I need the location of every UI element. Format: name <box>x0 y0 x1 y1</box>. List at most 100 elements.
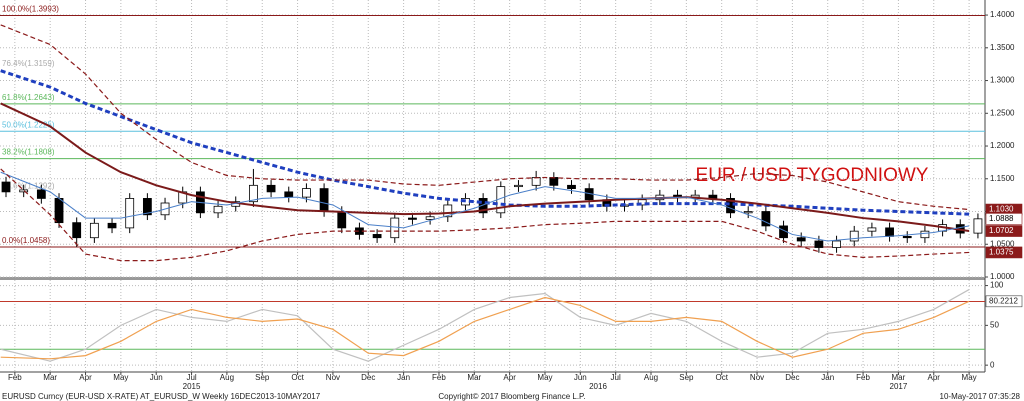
x-tick-label: Sep <box>255 373 270 382</box>
y-tick-label: 1.0500 <box>990 239 1015 248</box>
x-tick-label: Feb <box>432 373 446 382</box>
footer-right: 10-May-2017 07:35:28 <box>940 392 1021 401</box>
x-tick-label: Apr <box>503 373 516 382</box>
level-label: 0.0%(1.0458) <box>2 236 50 245</box>
candle-body <box>213 205 223 214</box>
x-tick-label: Aug <box>220 373 234 382</box>
x-tick-label: Mar <box>467 373 481 382</box>
candle-body <box>1 181 11 193</box>
candle-body <box>390 217 400 239</box>
x-tick-label: Mar <box>892 373 906 382</box>
level-label: 23.6%(1.1292) <box>2 182 55 191</box>
x-tick-label: Mar <box>43 373 57 382</box>
x-tick-label: Feb <box>856 373 870 382</box>
series-line <box>0 69 970 216</box>
candle-body <box>743 211 753 214</box>
price-label: 80.2212 <box>989 296 1018 305</box>
y-tick-label: 1.0000 <box>990 272 1015 281</box>
y-tick-label: 0 <box>990 360 995 369</box>
candle-body <box>531 177 541 186</box>
candle-body <box>514 184 523 188</box>
footer-center: Copyright© 2017 Bloomberg Finance L.P. <box>438 392 585 401</box>
y-tick-label: 100 <box>990 281 1004 290</box>
x-tick-label: Jun <box>150 373 163 382</box>
candle-body <box>72 222 82 239</box>
candle-body <box>973 218 983 234</box>
x-tick-label: Nov <box>326 373 340 382</box>
x-tick-label: Sep <box>679 373 694 382</box>
candle-body <box>549 177 559 186</box>
x-tick-label: Aug <box>644 373 658 382</box>
candle-body <box>266 184 276 193</box>
footer-left: EURUSD Curncy (EUR-USD X-RATE) AT_EURUSD… <box>2 392 321 401</box>
y-tick-label: 1.4000 <box>990 10 1015 19</box>
x-tick-label: May <box>962 373 977 382</box>
candle-body <box>832 240 841 248</box>
price-label: 1.0375 <box>989 248 1014 257</box>
level-label: 61.8%(1.2643) <box>2 93 55 102</box>
year-label: 2016 <box>589 382 607 391</box>
candle-body <box>443 204 453 218</box>
x-tick-label: Jan <box>397 373 410 382</box>
price-label-box <box>985 213 1023 225</box>
series-line <box>0 102 970 233</box>
series-line <box>0 24 970 211</box>
candle-body <box>36 189 46 199</box>
candle-body <box>284 191 294 198</box>
x-tick-label: May <box>537 373 552 382</box>
panel-separator <box>0 277 985 280</box>
x-tick-label: Jan <box>821 373 834 382</box>
level-label: 100.0%(1.3993) <box>2 5 59 14</box>
level-label: 38.2%(1.1808) <box>2 148 55 157</box>
series-line <box>0 289 970 362</box>
x-tick-label: Apr <box>928 373 941 382</box>
candle-body <box>567 184 576 189</box>
x-tick-label: Jun <box>574 373 587 382</box>
y-tick-label: 1.3000 <box>990 76 1015 85</box>
candle-body <box>372 234 382 239</box>
candle-body <box>302 188 311 198</box>
candle-body <box>478 198 488 214</box>
price-label-box <box>985 295 1023 308</box>
series-line <box>0 296 970 360</box>
x-tick-label: Nov <box>750 373 764 382</box>
y-tick-label: 1.1500 <box>990 174 1015 183</box>
candle-body <box>814 240 824 248</box>
x-tick-label: May <box>113 373 128 382</box>
year-label: 2017 <box>890 382 908 391</box>
candle-body <box>902 235 912 239</box>
x-tick-label: Jul <box>611 373 621 382</box>
price-label-box <box>985 246 1023 259</box>
x-tick-label: Dec <box>361 373 375 382</box>
candle-body <box>867 227 877 232</box>
x-tick-label: Oct <box>291 373 304 382</box>
candle-body <box>425 216 435 220</box>
price-label-box <box>985 225 1023 237</box>
candle-body <box>249 184 258 203</box>
price-label: 1.0702 <box>989 226 1014 235</box>
x-tick-label: Feb <box>8 373 22 382</box>
x-tick-label: Apr <box>79 373 92 382</box>
level-label: 50.0%(1.2225) <box>2 120 55 129</box>
candle-body <box>19 189 29 193</box>
series-line <box>0 171 970 242</box>
candle-body <box>125 198 135 229</box>
candle-body <box>920 230 930 239</box>
candle-body <box>142 198 152 216</box>
y-tick-label: 1.3500 <box>990 43 1015 52</box>
chart-title: EUR / USD TYGODNIOWY <box>696 165 929 186</box>
candle-body <box>761 211 771 227</box>
x-tick-label: Jul <box>186 373 196 382</box>
candle-body <box>107 222 117 229</box>
candle-body <box>408 217 417 220</box>
year-label: 2015 <box>183 382 201 391</box>
candle-body <box>885 227 894 237</box>
x-tick-label: Dec <box>785 373 799 382</box>
y-tick-label: 1.2500 <box>990 108 1015 117</box>
candle-body <box>796 237 806 242</box>
price-label: 1.0888 <box>989 214 1014 223</box>
y-tick-label: 50 <box>990 320 999 329</box>
y-tick-label: 1.2000 <box>990 141 1015 150</box>
